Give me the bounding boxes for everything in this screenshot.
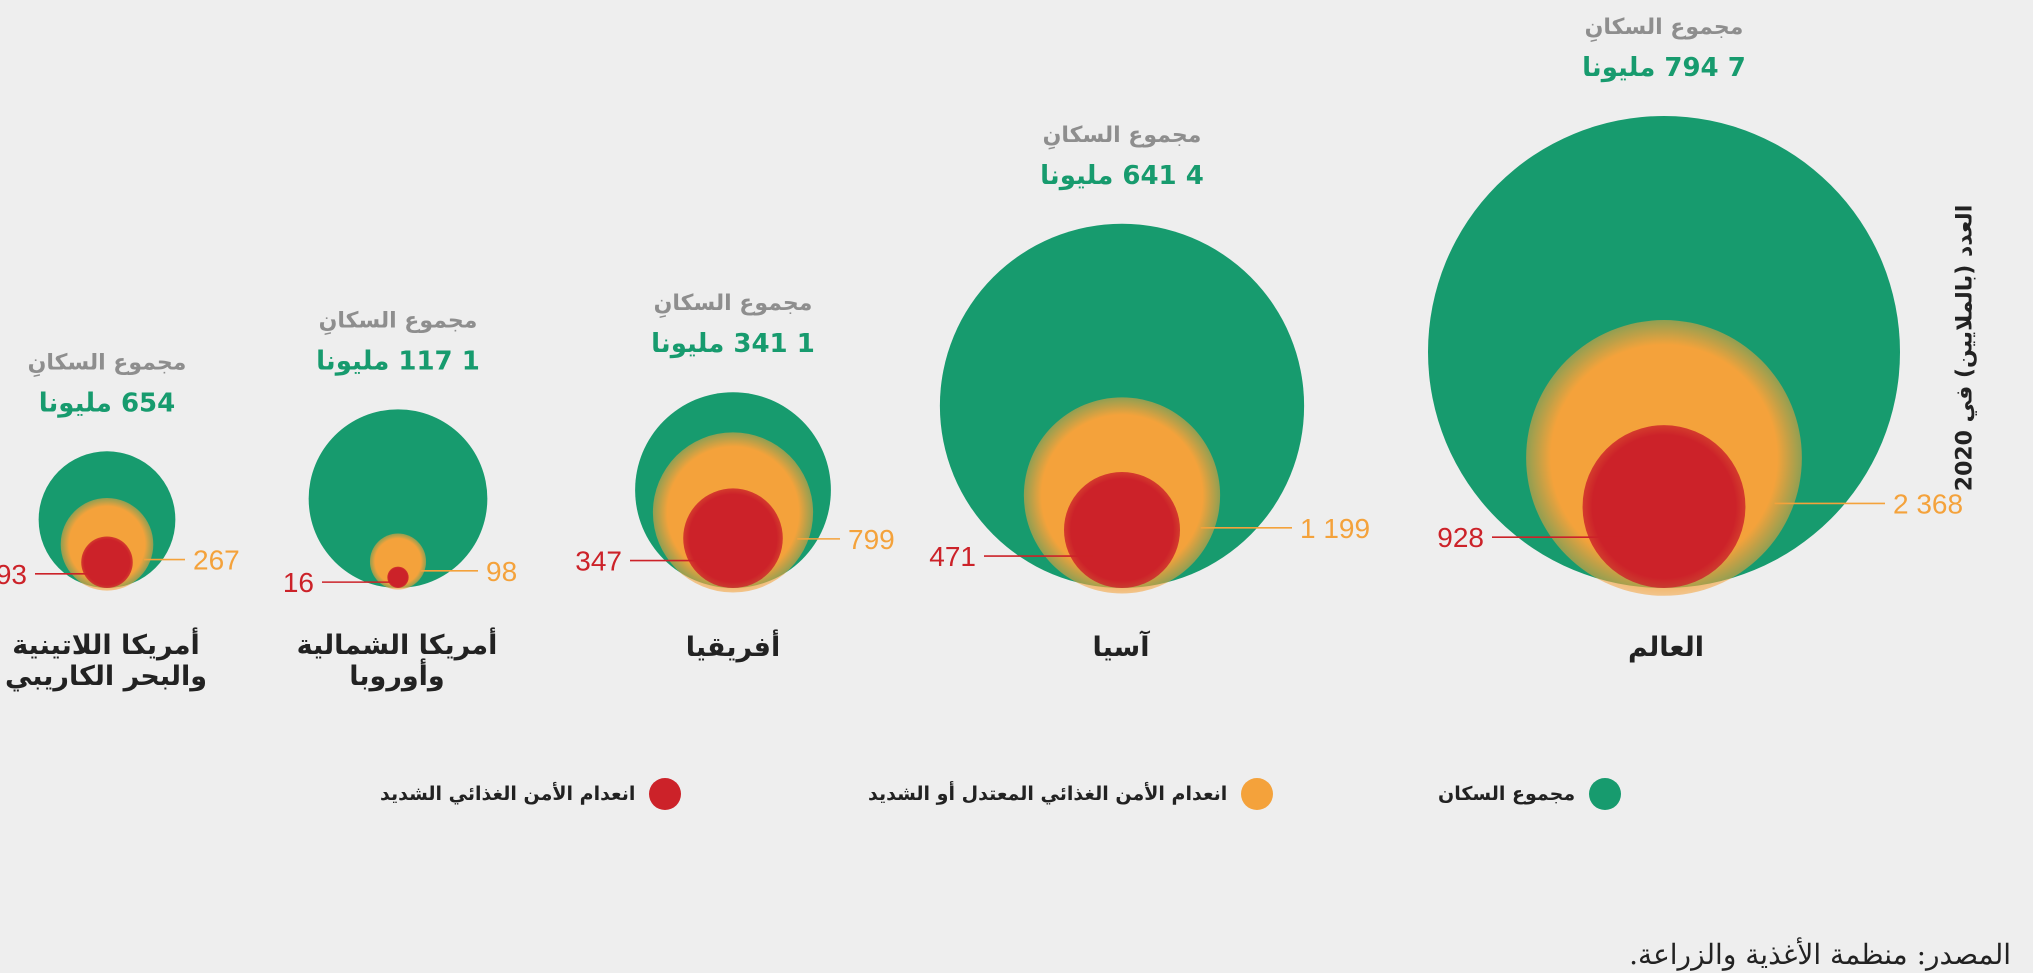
label-severe-asia: 471 [929,541,976,572]
bubbles-layer [38,116,1900,596]
total-value-world: 7 794 مليونا [1582,53,1746,83]
total-caption-latin-america-caribbean: مجموع السكانِ [28,350,187,378]
legend-item-moderate: انعدام الأمن الغذائي المعتدل أو الشديد [868,778,1274,810]
total-value-asia: 4 641 مليونا [1040,161,1204,191]
legend-dot-moderate [1241,778,1274,810]
total-caption-world: مجموع السكانِ [1585,15,1744,43]
total-caption-asia: مجموع السكانِ [1043,123,1202,151]
legend-item-population: مجموع السكان [1438,778,1622,810]
label-severe-north-america-europe: 16 [283,567,314,598]
bubble-severe-latin-america-caribbean [81,536,133,588]
label-severe-latin-america-caribbean: 93 [0,559,27,590]
total-value-north-america-europe: 1 117 مليونا [316,346,480,376]
bubble-severe-asia [1063,471,1181,588]
bubble-population-north-america-europe [308,409,488,588]
label-moderate-world: 2 368 [1893,488,1963,519]
legend-label-severe: انعدام الأمن الغذائي الشديد [380,783,636,805]
region-label-africa: أفريقيا [685,632,781,663]
region-label-north-america-europe: أمريكا الشمالية وأوروبا [296,630,498,693]
bubble-severe-north-america-europe [387,566,409,588]
label-severe-africa: 347 [575,546,622,577]
region-label-latin-america-caribbean: أمريكا اللاتينية والبحر الكاريبي [4,630,208,693]
total-value-africa: 1 341 مليونا [651,329,815,359]
label-severe-world: 928 [1437,522,1484,553]
legend-label-moderate: انعدام الأمن الغذائي المعتدل أو الشديد [868,783,1228,805]
bubble-moderate-north-america-europe [369,533,427,590]
label-moderate-asia: 1 199 [1300,513,1370,544]
legend-label-population: مجموع السكان [1438,783,1576,805]
legend-dot-population [1589,778,1622,810]
region-label-asia: آسيا [1092,632,1150,663]
legend-dot-severe [649,778,682,810]
label-moderate-north-america-europe: 98 [486,556,517,587]
label-moderate-africa: 799 [848,524,895,555]
bubble-severe-world [1582,425,1746,588]
source-note: المصدر: منظمة الأغذية والزراعة. [1629,938,2011,971]
legend-item-severe: انعدام الأمن الغذائي الشديد [380,778,682,810]
label-moderate-latin-america-caribbean: 267 [193,545,240,576]
bubble-severe-africa [683,488,783,588]
axis-title: العدد (بالملايين) في 2020 [1952,204,1978,492]
total-caption-north-america-europe: مجموع السكانِ [319,308,478,336]
labels-layer: 2 368 928 مجموع السكانِ 7 794 مليونا 1 199 47… [0,15,1963,598]
region-label-world: العالم [1627,632,1705,663]
total-caption-africa: مجموع السكانِ [654,291,813,319]
total-value-latin-america-caribbean: 654 مليونا [39,388,175,418]
